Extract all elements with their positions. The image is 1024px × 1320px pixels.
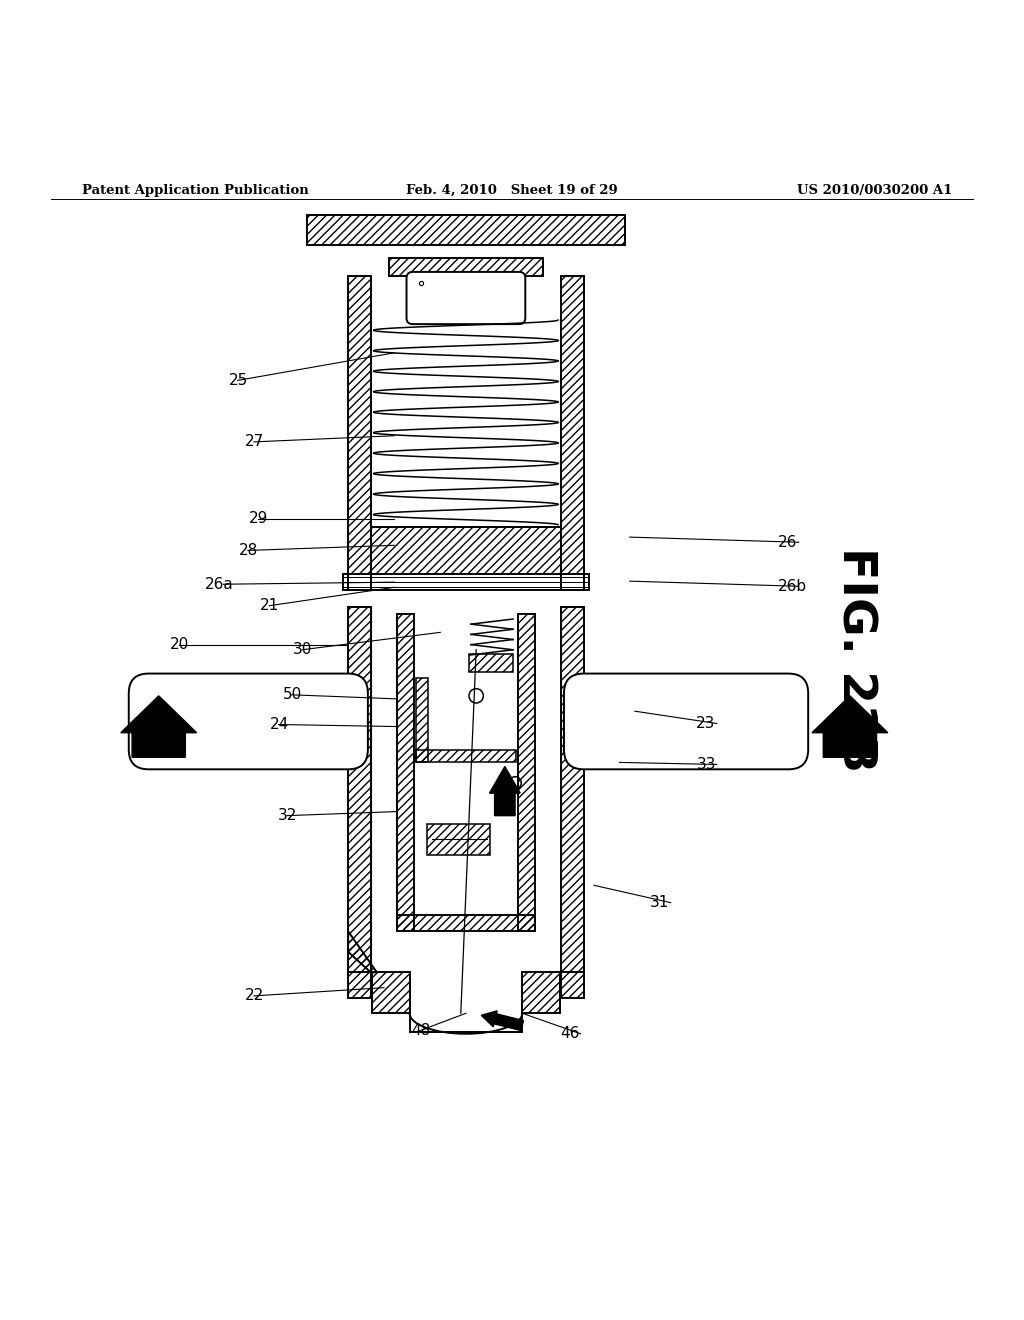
Text: 26b: 26b [778,578,807,594]
Polygon shape [343,574,589,590]
Text: 32: 32 [278,808,297,824]
FancyBboxPatch shape [129,673,368,770]
Text: 26: 26 [778,535,798,549]
Text: 20: 20 [170,638,189,652]
FancyArrow shape [812,696,888,758]
FancyArrow shape [489,767,520,816]
Text: 46: 46 [560,1026,580,1041]
Text: 21: 21 [260,598,280,614]
Text: US 2010/0030200 A1: US 2010/0030200 A1 [797,183,952,197]
FancyBboxPatch shape [407,272,525,325]
Text: 28: 28 [239,543,258,558]
FancyArrow shape [481,1011,523,1031]
Text: 26a: 26a [205,577,233,591]
Text: Patent Application Publication: Patent Application Publication [82,183,308,197]
Text: 24: 24 [269,717,289,733]
Text: 23: 23 [696,715,716,731]
Text: 48: 48 [411,1023,430,1039]
Text: 25: 25 [228,374,248,388]
Text: FIG. 21B: FIG. 21B [833,548,878,772]
Text: 22: 22 [245,989,264,1003]
Text: 30: 30 [293,643,312,657]
Text: 27: 27 [245,434,264,449]
Text: 33: 33 [696,756,716,772]
Text: 50: 50 [283,688,302,702]
FancyArrow shape [121,696,197,758]
Text: Feb. 4, 2010   Sheet 19 of 29: Feb. 4, 2010 Sheet 19 of 29 [407,183,617,197]
Text: 29: 29 [249,511,268,527]
Text: 31: 31 [650,895,670,911]
FancyBboxPatch shape [564,673,808,770]
